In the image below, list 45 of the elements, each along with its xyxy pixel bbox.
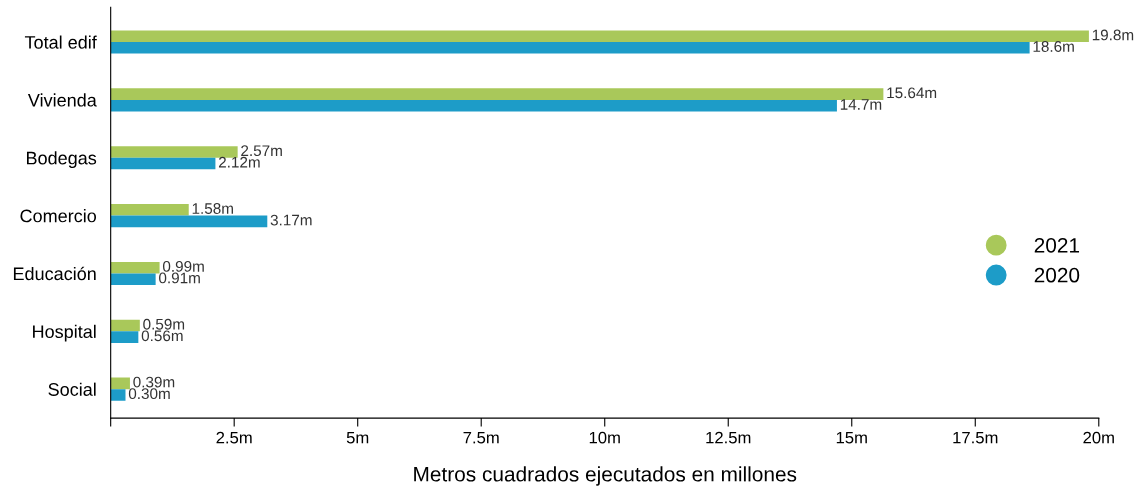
y-tick-label: Comercio [20,209,97,223]
data-label: 14.7m [840,99,882,110]
y-tick-label: Vivienda [27,93,97,107]
y-tick-label: Bodegas [26,151,97,169]
data-label: 3.17m [270,214,312,226]
x-tick-label: 7.5m [463,431,499,444]
data-label: 1.58m [192,203,233,214]
bar [110,99,837,112]
bar [110,377,130,390]
data-label: 19.8m [1092,29,1134,41]
data-label: 0.39m [133,376,175,388]
bar [110,273,156,286]
y-tick-label: Hospital [33,324,96,342]
bar [110,319,140,332]
bar [110,30,1089,43]
legend-label: 2020 [1034,267,1080,283]
bar [110,215,268,228]
data-label: 18.6m [1033,41,1074,52]
y-tick-label: Educación [13,266,96,281]
x-tick-label: 2.5m [216,431,252,444]
x-tick-label: 10m [589,431,620,444]
bar [110,88,884,100]
y-tick-label: Total edif [24,35,97,49]
bar [110,389,126,401]
legend-label: 2021 [1034,237,1080,253]
bar [110,157,216,170]
x-tick-label: 17.5m [953,431,998,444]
x-tick-label: 5m [346,431,369,444]
data-label: 2.57m [241,145,282,157]
bar [110,261,160,274]
x-tick-label: 15m [836,431,867,444]
data-label: 0.56m [141,330,183,342]
data-label: 15.64m [887,87,937,99]
data-label: 0.99m [162,260,204,272]
bar [110,204,189,216]
y-tick-label: Social [48,382,96,396]
x-tick-label: 20m [1083,431,1114,444]
bar [110,331,139,343]
data-label: 2.12m [218,156,260,168]
bar [110,42,1030,54]
data-label: 0.91m [159,272,200,284]
x-axis-title: Metros cuadrados ejecutados en millones [414,466,797,486]
x-tick-label: 12.5m [706,431,751,444]
data-label: 0.30m [128,388,170,400]
data-label: 0.59m [143,318,185,330]
